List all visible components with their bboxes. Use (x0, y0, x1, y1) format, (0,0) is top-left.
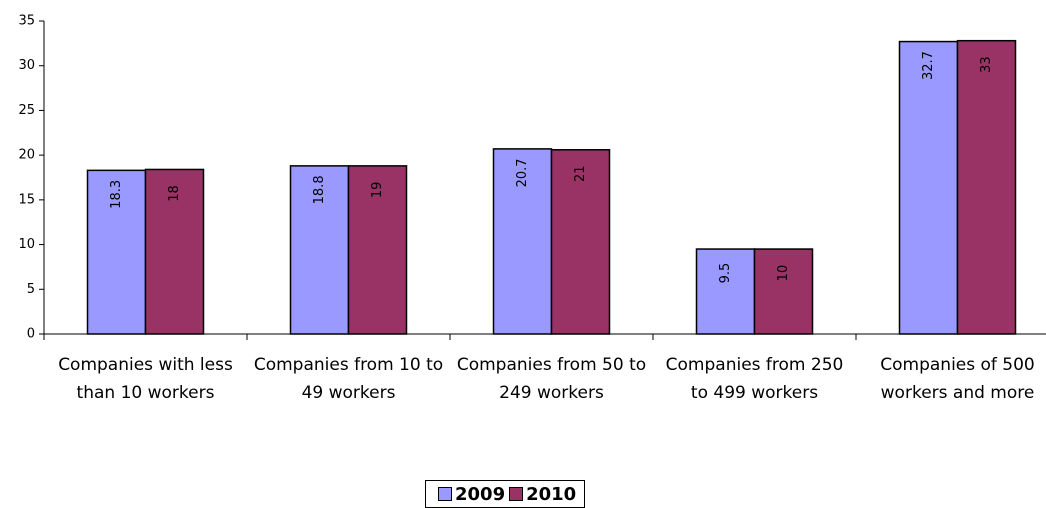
bar (898, 40, 959, 335)
data-label: 18 (167, 185, 182, 202)
legend-label: 2010 (526, 483, 577, 505)
y-tick-label: 15 (18, 192, 35, 207)
y-tick-label: 10 (18, 237, 35, 252)
x-tick-label: Companies from 10 to 49 workers (253, 355, 444, 403)
data-label: 9.5 (718, 263, 733, 284)
data-label: 10 (776, 265, 791, 282)
legend-label: 2009 (455, 483, 506, 505)
bar (492, 148, 553, 335)
data-label: 18.3 (109, 180, 124, 209)
bar (289, 165, 350, 335)
data-label: 33 (979, 56, 994, 73)
y-tick-label: 20 (18, 148, 35, 163)
x-tick-label: Companies from 250 to 499 workers (665, 355, 844, 403)
legend: 2009 2010 (425, 480, 586, 508)
legend-swatch (438, 487, 452, 501)
data-label: 32.7 (921, 51, 936, 80)
y-tick-label: 0 (27, 327, 35, 342)
data-label: 21 (573, 166, 588, 183)
y-tick-label: 5 (27, 282, 35, 297)
legend-swatch (509, 487, 524, 501)
data-label: 19 (370, 182, 385, 199)
bar (144, 168, 205, 335)
bar (695, 248, 756, 335)
y-tick-label: 25 (18, 103, 35, 118)
bar (347, 165, 408, 335)
bar (956, 39, 1017, 335)
y-tick-label: 35 (18, 14, 35, 29)
bar (550, 149, 611, 335)
y-tick-label: 30 (18, 58, 35, 73)
x-tick-label: Companies from 50 to 249 workers (456, 355, 647, 403)
bar (86, 169, 147, 335)
bar (753, 248, 814, 335)
data-label: 18.8 (312, 175, 327, 204)
data-label: 20.7 (515, 158, 530, 187)
x-tick-label: Companies with less than 10 workers (58, 355, 233, 403)
x-tick-label: Companies of 500 workers and more (880, 355, 1035, 403)
